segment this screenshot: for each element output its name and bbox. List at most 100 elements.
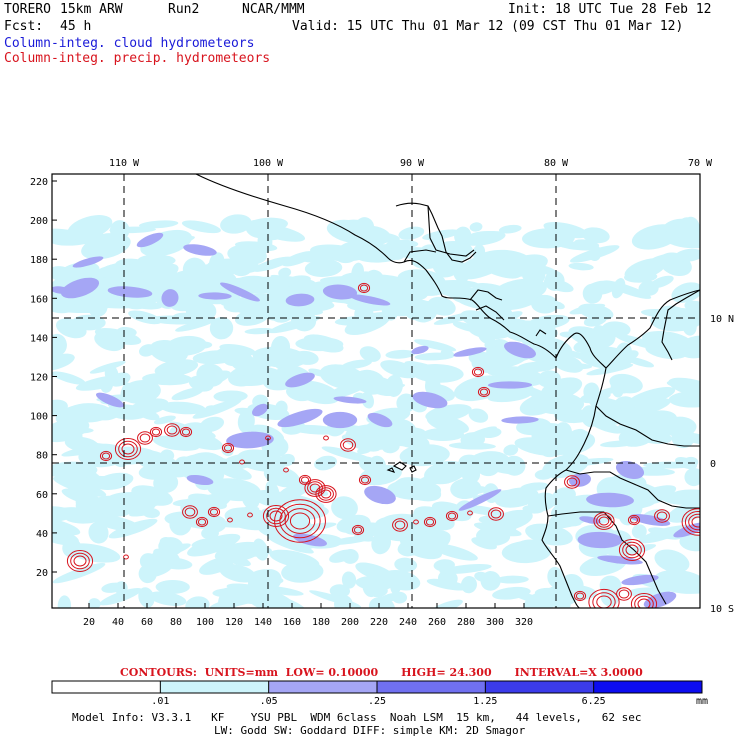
cloud-blob — [303, 334, 344, 353]
cloud-blob — [380, 569, 421, 591]
cloud-blob — [452, 237, 472, 259]
precip-contour — [637, 598, 651, 608]
precip-contour — [629, 516, 639, 524]
cloud-blob — [292, 350, 319, 365]
cloud-blob — [179, 455, 206, 480]
precip-contour — [121, 443, 135, 455]
precip-contour — [318, 487, 334, 501]
longitude-label: 100 W — [253, 158, 284, 169]
cloud-blob — [181, 220, 221, 234]
cloud-blob — [426, 578, 469, 591]
precip-contour — [473, 368, 483, 376]
cloud-blob — [424, 376, 441, 397]
cloud-blob — [492, 278, 547, 304]
cloud-blob — [341, 359, 372, 369]
cloud-blob — [671, 282, 700, 303]
cloud-blob — [252, 256, 293, 272]
cloud-blob-heavy — [252, 403, 268, 417]
cloud-blob — [248, 569, 279, 591]
cloud-blob — [559, 362, 593, 370]
x-tick-label: 140 — [254, 617, 272, 628]
cloud-blob — [684, 467, 700, 487]
cloud-blob — [469, 230, 500, 239]
cloud-blob — [304, 259, 343, 277]
cloud-blob — [542, 453, 590, 479]
precip-contour — [593, 512, 615, 530]
precip-contour — [73, 555, 87, 567]
lat-lon-grid — [52, 174, 700, 608]
precip-contour — [149, 426, 163, 438]
cloud-blob — [117, 326, 137, 337]
cloud-blob — [583, 314, 607, 327]
precip-contour — [99, 450, 113, 462]
cloud-blob — [570, 245, 620, 263]
precip-contour — [351, 524, 365, 536]
precip-contour — [181, 428, 191, 436]
cloud-blob — [52, 461, 98, 479]
cloud-blob-heavy — [364, 485, 396, 505]
cloud-blob — [395, 477, 442, 502]
cloud-blob — [558, 348, 594, 362]
cloud-blob — [153, 415, 176, 425]
cloud-blob-heavy — [579, 516, 601, 524]
cloud-blob — [230, 353, 252, 365]
precip-contour — [358, 474, 372, 486]
colorbar-swatch — [377, 681, 486, 693]
cloud-blob — [439, 564, 492, 574]
cloud-blob — [473, 522, 522, 537]
y-tick-label: 20 — [36, 568, 48, 579]
forecast-value: 45 h — [60, 19, 92, 34]
cloud-blob — [560, 517, 582, 527]
cloud-blob-heavy — [285, 372, 315, 388]
cloud-blob — [550, 301, 565, 310]
map-frame — [51, 173, 701, 609]
precip-contour — [320, 489, 332, 499]
precip-contour — [353, 526, 363, 534]
cloud-blob — [450, 478, 482, 500]
cloud-blob — [503, 444, 519, 456]
cloud-blob — [183, 493, 231, 515]
cloud-blob — [394, 557, 418, 572]
precip-contour — [340, 438, 356, 452]
cloud-blob — [242, 354, 291, 373]
cloud-blob — [61, 443, 111, 457]
model-name: TORERO — [4, 2, 51, 17]
precip-contour — [247, 512, 253, 518]
cloud-blob — [424, 460, 467, 485]
cloud-blob — [275, 361, 309, 375]
y-tick-label: 160 — [30, 294, 48, 305]
cloud-blob — [664, 577, 700, 594]
precip-contour — [425, 518, 435, 526]
precip-contour — [221, 442, 235, 454]
precip-contour — [592, 592, 616, 608]
cloud-blob — [241, 485, 260, 510]
x-tick-label: 80 — [170, 617, 182, 628]
cloud-blob — [396, 393, 416, 413]
cloud-blob-heavy — [72, 256, 104, 268]
cloud-blob — [529, 424, 572, 445]
precip-contour — [630, 593, 658, 608]
cloud-blob-heavy — [285, 293, 315, 307]
cloud-blob — [162, 274, 183, 285]
cloud-blob — [540, 587, 577, 606]
precip-contour — [137, 431, 153, 445]
precip-contour — [684, 511, 700, 533]
cloud-blob-heavy — [411, 345, 429, 355]
x-tick-label: 120 — [225, 617, 243, 628]
x-tick-label: 60 — [141, 617, 153, 628]
cloud-blob — [314, 455, 337, 471]
cloud-blob — [599, 575, 622, 596]
cloud-blob — [392, 591, 408, 604]
colorbar-label: 6.25 — [582, 696, 606, 707]
cloud-blob-heavy — [643, 591, 677, 608]
colorbar-swatch — [593, 681, 702, 693]
precip-contour — [266, 507, 286, 525]
cloud-blob — [385, 349, 416, 359]
precip-contour — [625, 544, 639, 556]
cloud-blob — [630, 398, 671, 416]
cloud-blob — [232, 255, 253, 266]
cloud-blob — [440, 349, 455, 359]
cloud-blob — [149, 591, 187, 606]
cloud-blob-heavy — [504, 341, 536, 359]
